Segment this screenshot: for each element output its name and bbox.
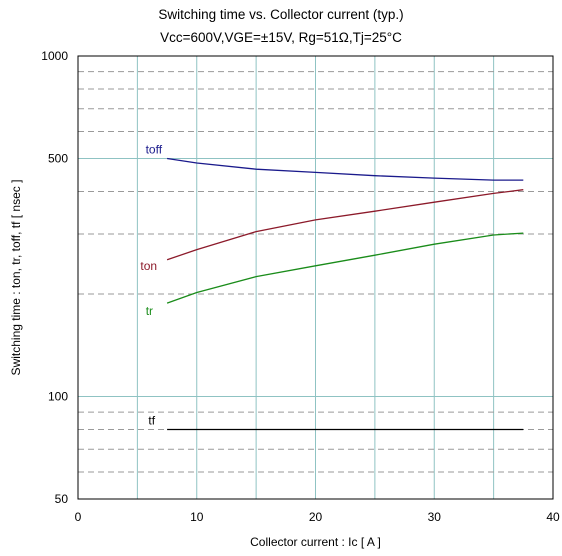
- series-layer: toff ton tr tf: [140, 143, 524, 431]
- x-tick-label: 0: [75, 510, 82, 524]
- x-tick-label: 20: [309, 510, 323, 524]
- chart-subtitle: Vcc=600V,VGE=±15V, Rg=51Ω,Tj=25°C: [160, 30, 402, 45]
- series-label-toff: toff: [146, 143, 163, 157]
- y-axis-label: Switching time : ton, tr, toff, tf [ nse…: [9, 180, 23, 376]
- x-tick-label: 30: [428, 510, 442, 524]
- plot-frame: [77, 55, 554, 500]
- x-tick-label: 40: [546, 510, 560, 524]
- chart-title: Switching time vs. Collector current (ty…: [158, 7, 404, 22]
- y-tick-label: 50: [55, 492, 69, 506]
- series-label-tf: tf: [148, 413, 155, 427]
- series-line-toff: [167, 157, 524, 181]
- series-line-ton: [166, 189, 524, 261]
- series-label-tr: tr: [146, 304, 153, 318]
- x-axis-label: Collector current : Ic [ A ]: [250, 535, 381, 549]
- series-line-tr: [166, 232, 524, 304]
- grid-layer: [78, 56, 553, 499]
- tick-layer: 0 10 20 30 40 50 100 500 1000: [41, 49, 560, 524]
- x-tick-label: 10: [190, 510, 204, 524]
- y-tick-label: 1000: [41, 49, 68, 63]
- series-label-ton: ton: [140, 259, 157, 273]
- y-tick-label: 100: [48, 389, 68, 403]
- y-tick-label: 500: [48, 152, 68, 166]
